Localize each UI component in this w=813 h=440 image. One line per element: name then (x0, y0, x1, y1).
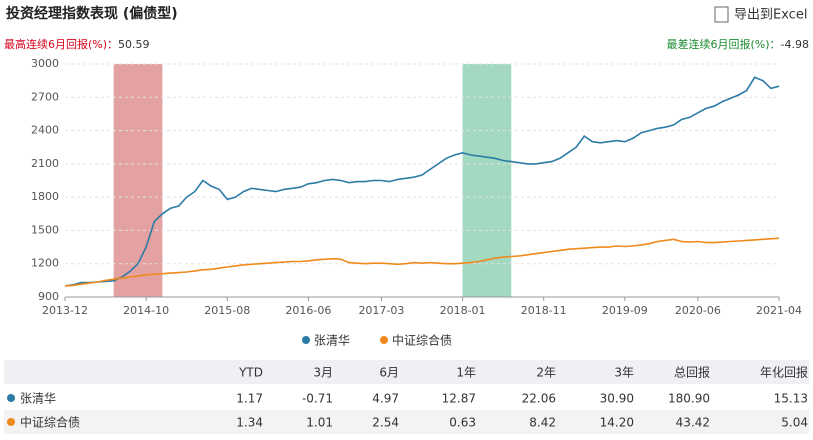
legend-item[interactable]: 中证综合债 (380, 333, 452, 348)
x-tick-label: 2017-03 (358, 304, 404, 317)
cell: 1.34 (236, 416, 263, 430)
x-tick-label: 2019-09 (602, 304, 648, 317)
y-tick-label: 3000 (31, 57, 59, 70)
y-tick-label: 900 (38, 290, 59, 303)
cell: 43.42 (676, 416, 710, 430)
title: 投资经理指数表现 (偏债型) (6, 5, 178, 22)
cell: 1.17 (236, 392, 263, 406)
annotation-label: 最高连续6月回报(%)： (4, 37, 118, 51)
cell: 30.90 (600, 392, 634, 406)
y-tick-label: 1200 (31, 257, 59, 270)
column-header: YTD (238, 366, 263, 380)
annotation: 最高连续6月回报(%)：50.59 (4, 37, 150, 51)
cell: -0.71 (302, 392, 333, 406)
annotation: 最差连续6月回报(%)：-4.98 (666, 37, 809, 51)
y-tick-label: 1500 (31, 223, 59, 236)
legend-label: 张清华 (314, 334, 350, 348)
cell: 2.54 (372, 416, 399, 430)
row-marker (7, 394, 15, 402)
cell: 4.97 (372, 392, 399, 406)
legend-marker (380, 336, 389, 344)
column-header: 总回报 (674, 365, 710, 380)
cell: 180.90 (668, 392, 710, 406)
y-tick-label: 2700 (31, 90, 59, 103)
row-name: 张清华 (20, 392, 56, 406)
row-name: 中证综合债 (20, 415, 80, 430)
cell: 8.42 (529, 416, 556, 430)
cell: 5.04 (781, 416, 808, 430)
column-header: 6月 (379, 366, 399, 380)
annotation-value: -4.98 (781, 38, 809, 51)
column-header: 3月 (313, 366, 333, 380)
x-tick-label: 2016-06 (285, 304, 331, 317)
cell: 12.87 (442, 392, 476, 406)
x-tick-label: 2018-11 (521, 304, 567, 317)
cell: 0.63 (449, 416, 476, 430)
legend-item[interactable]: 张清华 (302, 334, 350, 348)
series-line (64, 237, 780, 287)
export-button[interactable]: 导出到Excel (714, 6, 807, 23)
annotation-label: 最差连续6月回报(%)： (666, 37, 780, 51)
cell: 22.06 (522, 392, 556, 406)
legend-label: 中证综合债 (392, 333, 452, 348)
x-tick-label: 2020-06 (675, 304, 721, 317)
cell: 14.20 (600, 416, 634, 430)
column-header: 年化回报 (760, 365, 808, 380)
series-line (64, 76, 780, 287)
legend-marker (302, 336, 310, 344)
x-tick-label: 2014-10 (123, 304, 169, 317)
cell: 1.01 (306, 416, 333, 430)
table-row-bg (4, 410, 809, 434)
y-tick-label: 2400 (31, 124, 59, 137)
annotation-value: 50.59 (118, 38, 150, 51)
column-header: 3年 (614, 366, 634, 380)
export-label[interactable]: 导出到Excel (734, 8, 807, 23)
column-header: 1年 (456, 366, 476, 380)
chart: 最高连续6月回报(%)：50.59 最差连续6月回报(%)：-4.98 900 120… (4, 37, 809, 348)
row-marker (7, 418, 15, 426)
highlight-band (113, 64, 163, 297)
y-tick-label: 2100 (31, 157, 59, 170)
table-header-bg (4, 360, 809, 384)
x-tick-label: 2015-08 (204, 304, 250, 317)
y-tick-label: 1800 (31, 190, 59, 203)
x-tick-label: 2018-01 (440, 304, 486, 317)
highlight-band (462, 64, 512, 297)
cell: 15.13 (774, 392, 808, 406)
x-tick-label: 2021-04 (756, 304, 802, 317)
column-header: 2年 (536, 366, 556, 380)
x-tick-label: 2013-12 (42, 304, 88, 317)
excel-icon (714, 6, 729, 23)
